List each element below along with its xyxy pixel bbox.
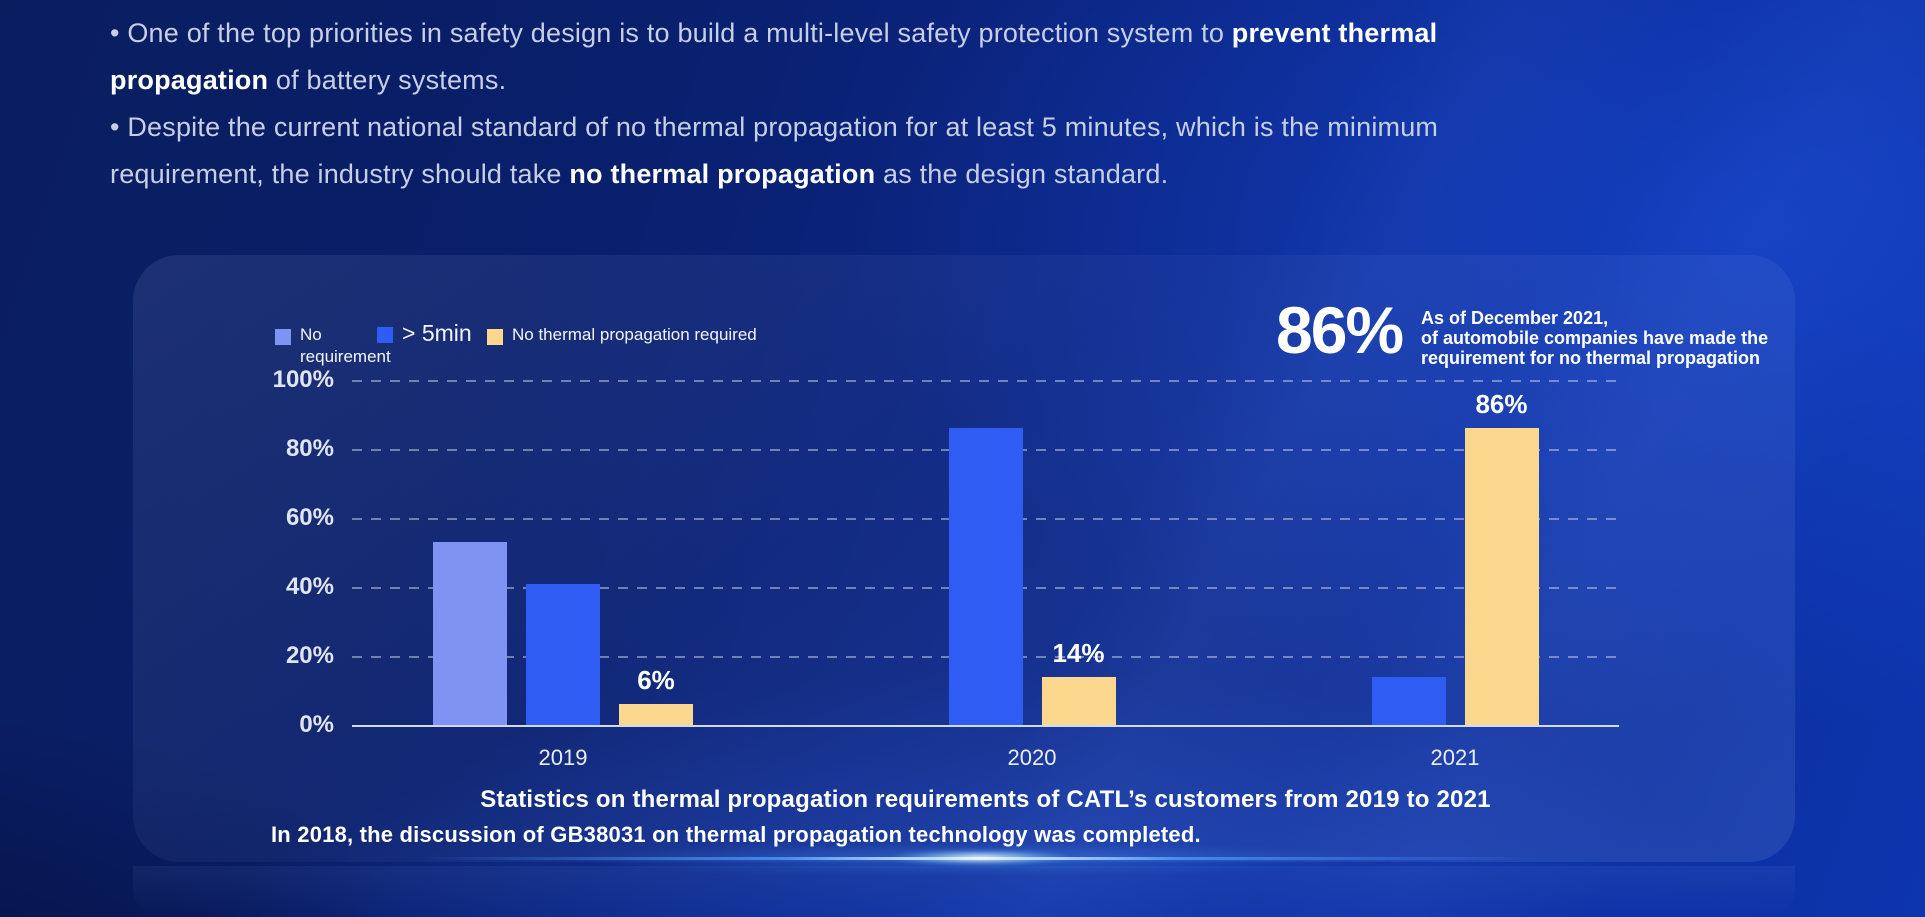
x-axis-line <box>352 725 1619 727</box>
y-tick-label: 60% <box>285 504 334 531</box>
intro-line: propagation of battery systems. <box>110 57 1710 104</box>
bar-value-label: 6% <box>637 665 675 696</box>
callout-line: As of December 2021, <box>1421 308 1609 328</box>
chart-title: Statistics on thermal propagation requir… <box>480 786 1491 813</box>
intro-normal-text: requirement, the industry should take <box>110 159 570 189</box>
gridline <box>352 380 1619 382</box>
bar-2020-no-thermal-propagation-required <box>1041 676 1116 725</box>
intro-normal-text: • Despite the current national standard … <box>110 112 1439 142</box>
intro-normal-text: of battery systems. <box>268 65 507 95</box>
y-tick-label: 80% <box>285 435 334 462</box>
callout-line: requirement for no thermal propagation <box>1421 348 1761 368</box>
y-tick-label: 0% <box>299 711 334 738</box>
bar-2021-no-thermal-propagation-required <box>1464 428 1539 725</box>
intro-bold-text: prevent thermal <box>1231 18 1438 48</box>
x-tick-label: 2020 <box>1007 745 1057 770</box>
plot-area: 0% 20% 40% 60% 80% 100% 6% 2019 14% 2020 86% 2021 <box>273 366 1619 770</box>
y-tick-label: 20% <box>285 642 334 669</box>
callout-text: As of December 2021, of automobile compan… <box>1421 308 1781 368</box>
card-reflection <box>133 866 1795 916</box>
bar-2019-no-thermal-propagation-required <box>619 704 693 725</box>
callout-line: of automobile companies have made the <box>1421 328 1769 348</box>
intro-line: • Despite the current national standard … <box>110 104 1710 151</box>
intro-line: • One of the top priorities in safety de… <box>110 10 1710 57</box>
x-tick-label: 2019 <box>538 745 588 770</box>
footnote-text: In 2018, the discussion of GB38031 on th… <box>271 822 1201 847</box>
bottom-glow-core <box>890 850 1070 865</box>
x-tick-label: 2021 <box>1430 745 1480 770</box>
y-tick-label: 100% <box>272 366 334 393</box>
intro-normal-text: as the design standard. <box>875 159 1169 189</box>
bar-value-label: 86% <box>1475 389 1528 420</box>
bar-2019--5min <box>526 583 600 725</box>
bar-2020--5min <box>948 428 1023 725</box>
bar-value-label: 14% <box>1052 637 1105 668</box>
intro-line: requirement, the industry should take no… <box>110 151 1710 198</box>
bar-2021--5min <box>1371 676 1446 725</box>
intro-text: • One of the top priorities in safety de… <box>110 10 1710 198</box>
bar-2019-no-requirement <box>433 542 507 725</box>
callout-number: 86% <box>1276 293 1404 367</box>
intro-bold-text: propagation <box>110 65 269 95</box>
intro-bold-text: no thermal propagation <box>569 159 876 189</box>
y-tick-label: 40% <box>285 573 334 600</box>
intro-normal-text: • One of the top priorities in safety de… <box>110 18 1232 48</box>
